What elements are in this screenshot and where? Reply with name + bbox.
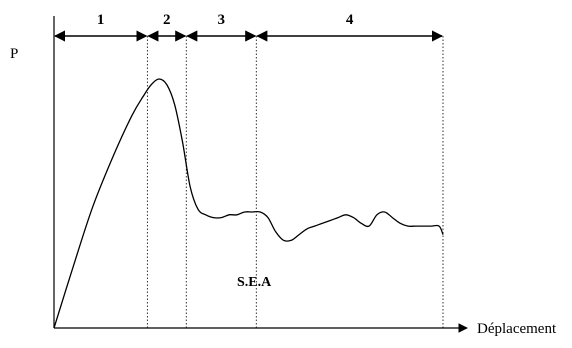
phase-arrows: 1 2 3 4	[53, 12, 444, 42]
phase-label-1: 1	[97, 12, 105, 28]
sea-annotation: S.E.A	[237, 275, 272, 290]
phase-label-4: 4	[346, 12, 354, 28]
phase-dividers	[146, 36, 444, 328]
y-axis-label: P	[10, 46, 18, 62]
x-axis-label: Déplacement	[477, 321, 557, 337]
load-displacement-curve	[53, 78, 444, 329]
phase-label-3: 3	[218, 12, 226, 28]
phase-label-2: 2	[163, 12, 171, 28]
